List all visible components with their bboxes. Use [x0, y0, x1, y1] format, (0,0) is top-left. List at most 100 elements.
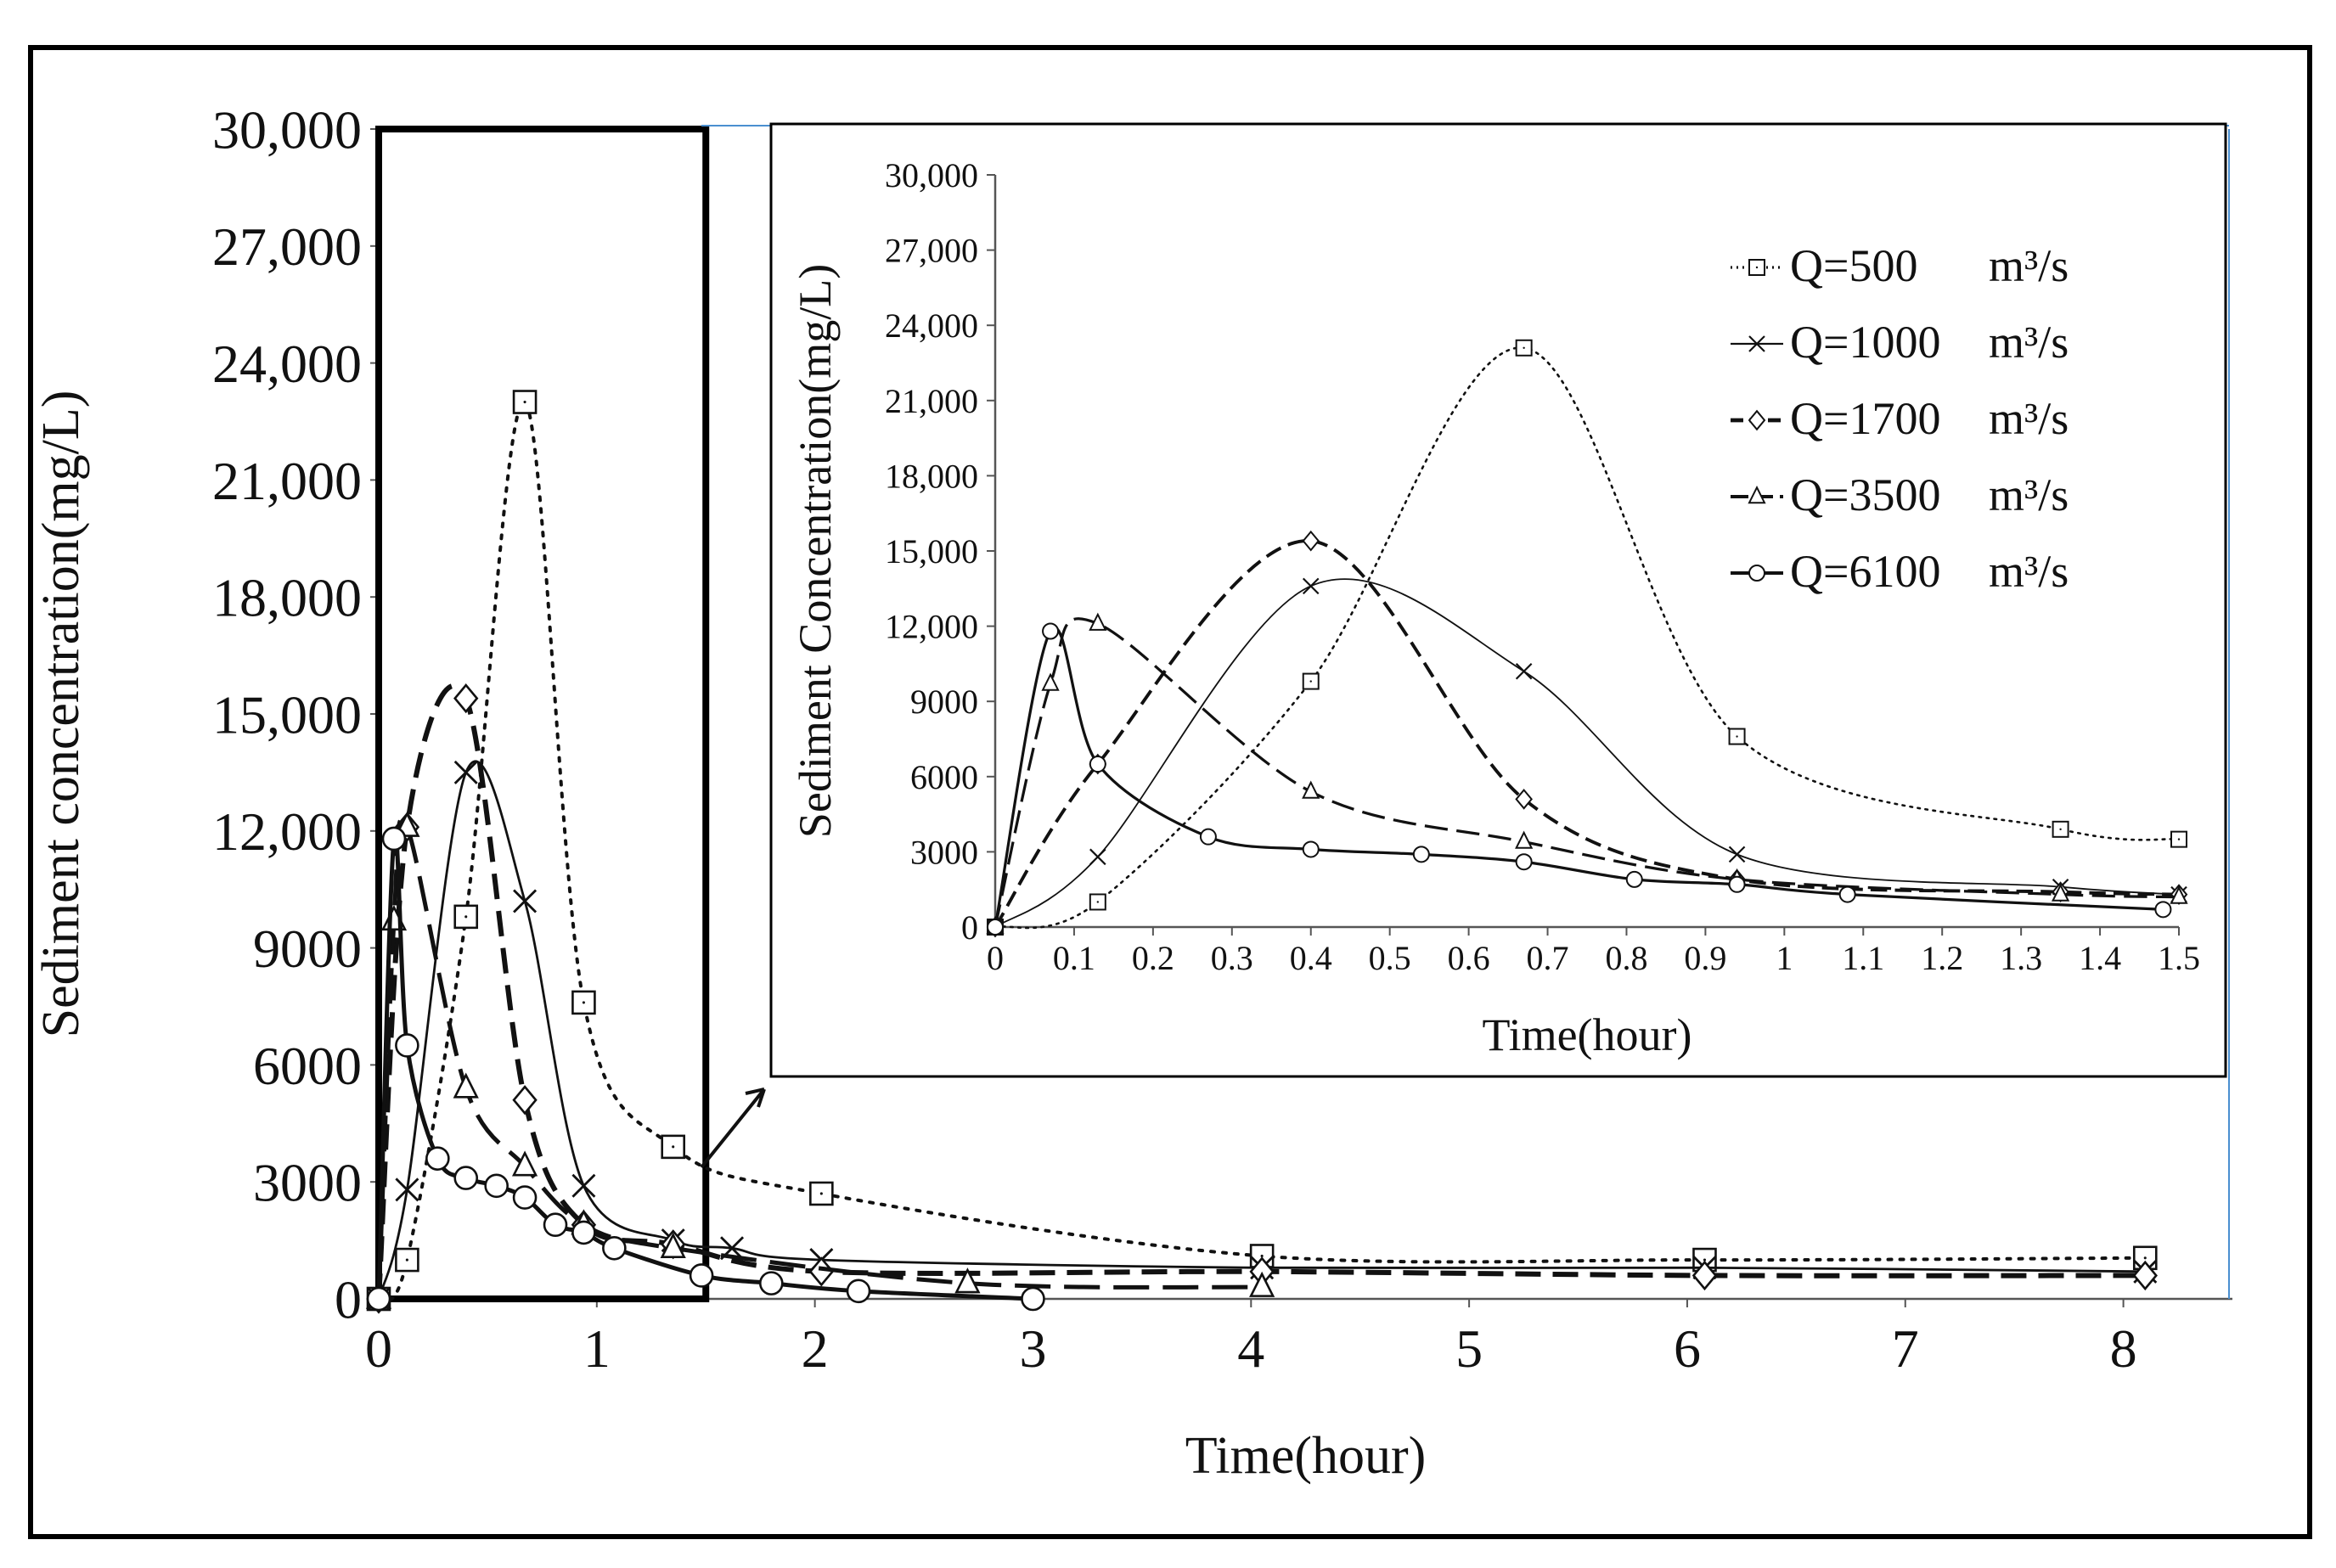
main-data-point: [758, 1271, 784, 1295]
inset-y-tick-label: 0: [961, 908, 978, 947]
main-series-Q6100: [366, 826, 1045, 1312]
inset-data-point: [1728, 846, 1746, 863]
inset-y-tick-label: 18,000: [885, 457, 978, 495]
main-y-axis-label: Sediment concentration(mg/L): [32, 391, 90, 1038]
inset-x-tick-label: 1: [1776, 939, 1793, 977]
main-y-tick-label: 15,000: [212, 684, 362, 745]
main-x-axis-label: Time(hour): [1185, 1427, 1427, 1485]
main-data-point: [453, 760, 478, 784]
inset-data-point: [1412, 846, 1430, 863]
main-chart: 030006000900012,00015,00018,00021,00024,…: [32, 99, 2232, 1485]
inset-x-tick-label: 0.9: [1684, 939, 1726, 977]
main-y-tick-label: 0: [335, 1269, 362, 1329]
main-data-point-dot: [1703, 1258, 1707, 1262]
inset-data-point: [1515, 789, 1533, 810]
main-data-point: [366, 1286, 391, 1312]
inset-data-point-dot: [2177, 838, 2181, 840]
main-data-point-dot: [464, 915, 468, 919]
main-data-point: [954, 1267, 981, 1294]
main-series-line: [377, 400, 2147, 1302]
inset-data-point: [1302, 780, 1320, 799]
main-data-point-dot: [1260, 1254, 1264, 1258]
main-data-point: [395, 1033, 419, 1058]
main-data-point: [2132, 1260, 2158, 1291]
inset-y-tick-label: 6000: [910, 758, 978, 796]
inset-data-point-dot: [1309, 680, 1312, 683]
inset-series-line: [994, 539, 2180, 929]
inset-data-point: [1042, 622, 1060, 640]
main-x-tick-label: 4: [1237, 1318, 1264, 1379]
inset-legend-label: Q=1700: [1790, 393, 1940, 444]
main-data-point: [453, 1166, 479, 1190]
inset-data-point: [987, 919, 1004, 936]
main-data-point: [846, 1279, 871, 1304]
inset-series-Q500: [987, 339, 2187, 936]
main-y-tick-label: 12,000: [212, 801, 362, 862]
inset-x-tick-label: 0.3: [1211, 939, 1253, 977]
main-data-point: [512, 1185, 538, 1210]
inset-data-point: [2170, 885, 2188, 904]
main-data-point: [689, 1263, 714, 1288]
inset-data-point: [1515, 853, 1533, 871]
main-data-point: [453, 1072, 479, 1099]
inset-data-point: [1302, 577, 1320, 595]
inset-data-point: [1089, 612, 1107, 631]
inset-data-point: [1728, 875, 1746, 893]
main-data-point: [512, 1085, 538, 1116]
inset-y-tick-label: 21,000: [885, 382, 978, 420]
inset-data-point-dot: [1736, 735, 1738, 738]
inset-x-tick-label: 0.7: [1527, 939, 1569, 977]
main-data-point: [511, 1150, 538, 1177]
inset-data-point: [1199, 828, 1217, 846]
zoom-arrow: [700, 1087, 766, 1169]
inset-x-tick-label: 1.2: [1921, 939, 1963, 977]
inset-x-tick-label: 1.3: [2000, 939, 2042, 977]
inset-data-point: [1515, 662, 1533, 680]
inset-data-point-dot: [1096, 901, 1100, 903]
inset-legend-marker: [1748, 335, 1765, 352]
main-y-tick-label: 27,000: [212, 216, 362, 277]
inset-y-tick-label: 9000: [910, 683, 978, 721]
main-x-tick-label: 0: [365, 1318, 392, 1379]
main-data-point: [808, 1256, 835, 1287]
inset-x-tick-label: 0.6: [1448, 939, 1490, 977]
inset-series-line: [994, 627, 2165, 929]
inset-legend-label: Q=3500: [1790, 469, 1940, 520]
main-x-tick-label: 6: [1674, 1318, 1701, 1379]
inset-x-tick-label: 1.4: [2079, 939, 2121, 977]
main-data-point: [425, 1146, 450, 1171]
inset-x-tick-label: 1.5: [2158, 939, 2200, 977]
inset-data-point: [1041, 672, 1060, 691]
main-series-line: [376, 683, 2146, 1300]
inset-data-point: [1089, 848, 1106, 866]
inset-y-tick-label: 15,000: [885, 532, 978, 570]
inset-x-axis-label: Time(hour): [1482, 1009, 1691, 1060]
main-x-tick-label: 8: [2110, 1318, 2137, 1379]
main-x-tick-label: 5: [1455, 1318, 1483, 1379]
main-series-Q3500: [365, 811, 1275, 1309]
main-data-point-dot: [819, 1192, 823, 1195]
inset-legend-marker: [1748, 485, 1766, 504]
inset-series-Q6100: [987, 622, 2172, 936]
main-y-tick-label: 6000: [253, 1036, 362, 1096]
inset-y-tick-label: 30,000: [885, 156, 978, 194]
inset-x-tick-label: 0.1: [1053, 939, 1095, 977]
inset-legend-marker: [1748, 565, 1765, 582]
main-data-point: [381, 826, 407, 851]
main-y-tick-label: 3000: [253, 1153, 362, 1213]
inset-y-tick-label: 24,000: [885, 306, 978, 345]
inset-legend-marker: [1748, 409, 1766, 431]
main-y-tick-label: 21,000: [212, 451, 362, 511]
inset-y-tick-label: 12,000: [885, 608, 978, 646]
main-data-point-dot: [672, 1145, 675, 1149]
inset-data-point: [1838, 885, 1856, 903]
inset-legend-label: Q=6100: [1790, 546, 1940, 597]
inset-data-point: [1302, 530, 1320, 552]
main-y-tick-label: 18,000: [212, 568, 362, 628]
main-data-point: [513, 889, 538, 913]
inset-x-tick-label: 0.8: [1605, 939, 1647, 977]
inset-legend-label: Q=500: [1790, 240, 1917, 291]
inset-x-tick-label: 0: [987, 939, 1004, 977]
inset-x-tick-label: 0.5: [1369, 939, 1411, 977]
